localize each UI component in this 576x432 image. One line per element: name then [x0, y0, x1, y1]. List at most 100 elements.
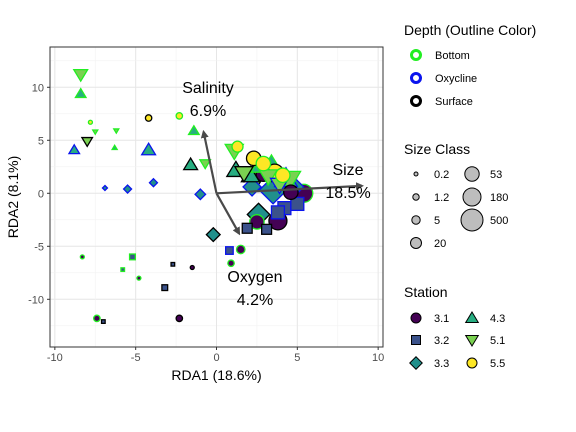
station-key-5-5 [466, 357, 478, 369]
station-key-5-1 [464, 335, 480, 347]
data-point [261, 223, 273, 235]
depth-key-oxycline [410, 72, 422, 84]
depth-legend-title: Depth (Outline Color) [404, 22, 536, 38]
y-tick-label: 0 [38, 188, 44, 200]
depth-label-surface: Surface [435, 96, 473, 108]
arrow-pct-salinity: 6.9% [190, 103, 226, 120]
arrow-oxygen [215, 192, 241, 236]
size-label: 1.2 [434, 192, 449, 204]
size-label: 20 [434, 238, 446, 250]
data-point [283, 184, 299, 201]
data-point [258, 169, 279, 187]
data-point [274, 167, 291, 184]
data-point [231, 140, 244, 153]
data-point [225, 246, 234, 255]
data-point [87, 119, 94, 125]
data-point [182, 156, 199, 171]
y-axis-title: RDA2 (8.1%) [5, 156, 21, 238]
size-key [464, 166, 480, 182]
size-key [462, 187, 482, 207]
data-point [170, 261, 176, 267]
data-point [205, 226, 222, 243]
size-key [460, 208, 484, 232]
arrow-pct-size: 18.5% [325, 185, 370, 202]
x-tick-label: 5 [294, 352, 300, 364]
size-label: 53 [490, 169, 502, 181]
data-point [110, 144, 119, 151]
data-point [148, 177, 159, 188]
data-point [80, 136, 94, 148]
x-tick-label: -5 [131, 352, 141, 364]
data-point [249, 214, 265, 230]
legends: Depth (Outline Color) Bottom Oxycline Surfa… [404, 22, 536, 370]
station-label: 3.1 [434, 313, 449, 325]
size-legend-title: Size Class [404, 141, 470, 157]
data-point [255, 155, 272, 172]
size-label: 180 [490, 192, 508, 204]
data-point [175, 112, 184, 120]
data-point [112, 128, 120, 135]
data-point [187, 124, 201, 136]
data-point [227, 259, 235, 268]
data-point [233, 166, 255, 184]
arrow-pct-oxygen: 4.2% [237, 292, 273, 309]
station-key-3-3 [409, 356, 423, 370]
data-points [67, 68, 314, 325]
x-tick-label: -10 [47, 352, 63, 364]
arrow-label-oxygen: Oxygen [227, 269, 282, 286]
data-point [79, 254, 85, 260]
data-point [74, 87, 88, 99]
data-point [101, 184, 109, 192]
biplot-arrows: Salinity 6.9% Size 18.5% Oxygen 4.2% [182, 80, 370, 309]
station-label: 5.1 [490, 335, 505, 347]
station-key-3-2 [411, 335, 421, 345]
data-point [194, 188, 207, 201]
y-tick-label: 5 [38, 135, 44, 147]
data-point [93, 314, 101, 323]
size-label: 500 [490, 215, 508, 227]
station-label: 3.3 [434, 358, 449, 370]
station-label: 5.5 [490, 358, 505, 370]
depth-key-surface [410, 95, 422, 107]
data-point [91, 129, 99, 136]
data-point [144, 114, 153, 122]
data-point [122, 184, 133, 194]
y-tick-label: -5 [34, 241, 44, 253]
station-key-3-1 [410, 312, 422, 324]
data-point [120, 267, 126, 273]
station-key-4-3 [464, 311, 480, 323]
data-point [241, 222, 253, 234]
data-point [189, 264, 195, 271]
station-label: 4.3 [490, 313, 505, 325]
size-label: 5 [434, 215, 440, 227]
data-point [175, 314, 184, 323]
arrow-label-salinity: Salinity [182, 80, 234, 97]
x-tick-label: 0 [213, 352, 219, 364]
data-point [128, 253, 136, 261]
size-label: 0.2 [434, 169, 449, 181]
size-key [412, 193, 420, 201]
size-key [411, 215, 421, 225]
data-point [72, 68, 89, 83]
data-point [67, 143, 81, 155]
axis-ticks: -10 -5 0 5 10 -10 -5 0 5 10 [28, 82, 384, 364]
data-point [198, 159, 212, 170]
station-legend-title: Station [404, 284, 448, 300]
station-label: 3.2 [434, 335, 449, 347]
data-point [136, 275, 142, 281]
depth-label-oxycline: Oxycline [435, 73, 477, 85]
depth-label-bottom: Bottom [435, 50, 470, 62]
y-tick-label: 10 [32, 82, 44, 94]
arrow-label-size: Size [332, 162, 363, 179]
x-axis-title: RDA1 (18.6%) [171, 367, 261, 383]
data-point [235, 244, 246, 255]
data-point [161, 284, 169, 292]
data-point [140, 141, 157, 156]
x-tick-label: 10 [372, 352, 384, 364]
arrow-size [216, 182, 364, 195]
data-point [270, 205, 286, 220]
y-tick-label: -10 [28, 294, 44, 306]
data-point [290, 196, 305, 212]
size-key [413, 171, 419, 177]
